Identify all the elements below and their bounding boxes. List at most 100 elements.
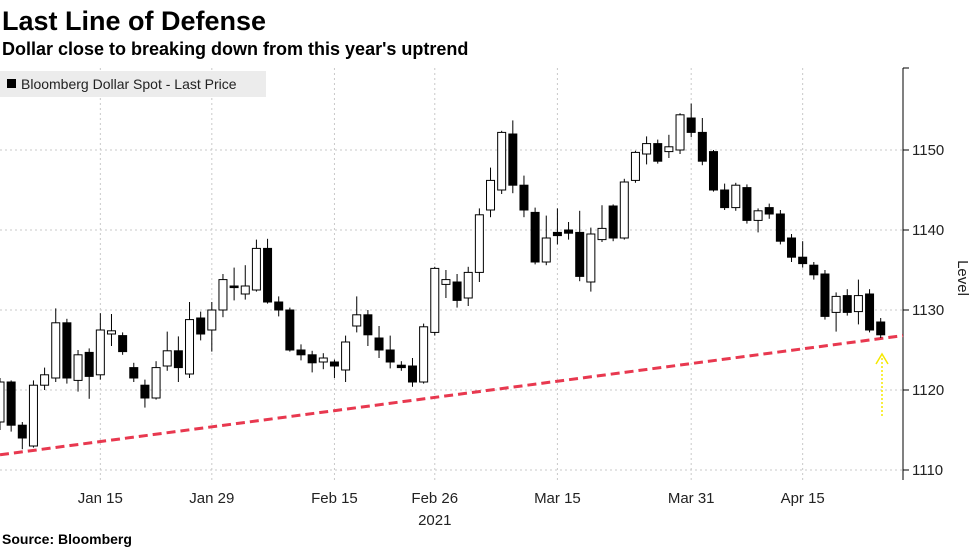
candle — [396, 361, 406, 371]
candle — [575, 210, 585, 282]
y-tick-label: 1120 — [912, 382, 944, 399]
candle — [28, 380, 38, 448]
candle-body — [430, 267, 440, 333]
candle-body — [173, 350, 183, 369]
candle — [84, 348, 94, 399]
candle — [185, 302, 195, 378]
chart-title: Last Line of Defense — [2, 6, 266, 36]
candle-body — [407, 365, 417, 383]
candle-body — [686, 117, 696, 133]
candle — [251, 239, 261, 292]
legend-background — [0, 71, 266, 97]
candle-body — [40, 374, 50, 386]
candle — [95, 313, 105, 380]
candle — [118, 332, 128, 355]
candle-body — [419, 326, 429, 383]
candle — [407, 358, 417, 387]
candle-body — [708, 151, 718, 191]
candle — [697, 118, 707, 166]
candle-body — [218, 279, 228, 311]
candle — [820, 270, 830, 320]
trendline — [0, 334, 904, 457]
candle-body — [374, 337, 384, 351]
candle-body — [552, 231, 562, 237]
candle-body — [720, 189, 730, 209]
candle-body — [118, 335, 128, 353]
candle-body — [809, 264, 819, 276]
candle-body — [62, 322, 72, 379]
candle-body — [597, 227, 607, 241]
x-tick-label: Feb 15 — [311, 490, 358, 507]
candle-body — [842, 295, 852, 313]
chart-subtitle: Dollar close to breaking down from this … — [2, 39, 468, 59]
candle — [798, 241, 808, 268]
x-tick-label: Mar 31 — [668, 490, 715, 507]
x-tick-label: Jan 29 — [189, 490, 234, 507]
candle-body — [240, 285, 250, 295]
candle — [552, 208, 562, 245]
candle — [374, 326, 384, 358]
candle — [586, 227, 596, 292]
candle-body — [28, 384, 38, 447]
candle — [742, 184, 752, 224]
candle — [675, 113, 685, 154]
candle-body — [0, 381, 5, 423]
candle — [508, 120, 518, 194]
candle-body — [329, 361, 339, 367]
candle — [541, 215, 551, 266]
candle-body — [508, 133, 518, 186]
arrow-annotation — [875, 352, 889, 416]
legend: Bloomberg Dollar Spot - Last Price — [0, 71, 266, 97]
candle-body — [385, 349, 395, 363]
candle — [329, 359, 339, 378]
candle — [385, 335, 395, 369]
year-label: 2021 — [418, 512, 451, 529]
candle-body — [697, 131, 707, 162]
candle — [419, 323, 429, 384]
candle-body — [318, 357, 328, 363]
candle-body — [575, 231, 585, 277]
candle — [318, 353, 328, 370]
candle-body — [619, 181, 629, 239]
y-tick-label: 1150 — [912, 142, 944, 159]
candle — [564, 222, 574, 240]
candle-body — [196, 317, 206, 335]
candle — [664, 134, 674, 158]
candle — [452, 274, 462, 308]
candle — [787, 234, 797, 262]
candle-body — [162, 350, 172, 367]
candle — [597, 205, 607, 242]
candle — [430, 266, 440, 336]
candle — [162, 331, 172, 371]
x-tick-label: Apr 15 — [781, 490, 825, 507]
y-axis-label: Level — [954, 260, 971, 296]
candle — [530, 207, 540, 265]
candle — [196, 311, 206, 341]
candle — [720, 183, 730, 210]
candle-body — [775, 213, 785, 242]
y-tick-label: 1110 — [912, 462, 943, 479]
candle — [341, 335, 351, 382]
candle-body — [106, 330, 116, 335]
candle-body — [630, 151, 640, 181]
candle — [853, 279, 863, 325]
candle — [653, 139, 663, 164]
candle — [106, 314, 116, 346]
candle — [519, 175, 529, 218]
arrow-head — [875, 352, 889, 365]
candle-body — [296, 349, 306, 356]
candle — [274, 296, 284, 317]
candle-body — [530, 211, 540, 263]
candle — [218, 274, 228, 318]
candle-body — [586, 233, 596, 283]
source-note: Source: Bloomberg — [2, 531, 132, 547]
candle — [474, 208, 484, 282]
y-tick-label: 1140 — [912, 222, 944, 239]
candle-body — [396, 364, 406, 369]
candle-body — [742, 187, 752, 221]
candle — [207, 302, 217, 352]
legend-swatch — [7, 79, 16, 88]
candle — [686, 103, 696, 138]
candle-body — [519, 184, 529, 211]
